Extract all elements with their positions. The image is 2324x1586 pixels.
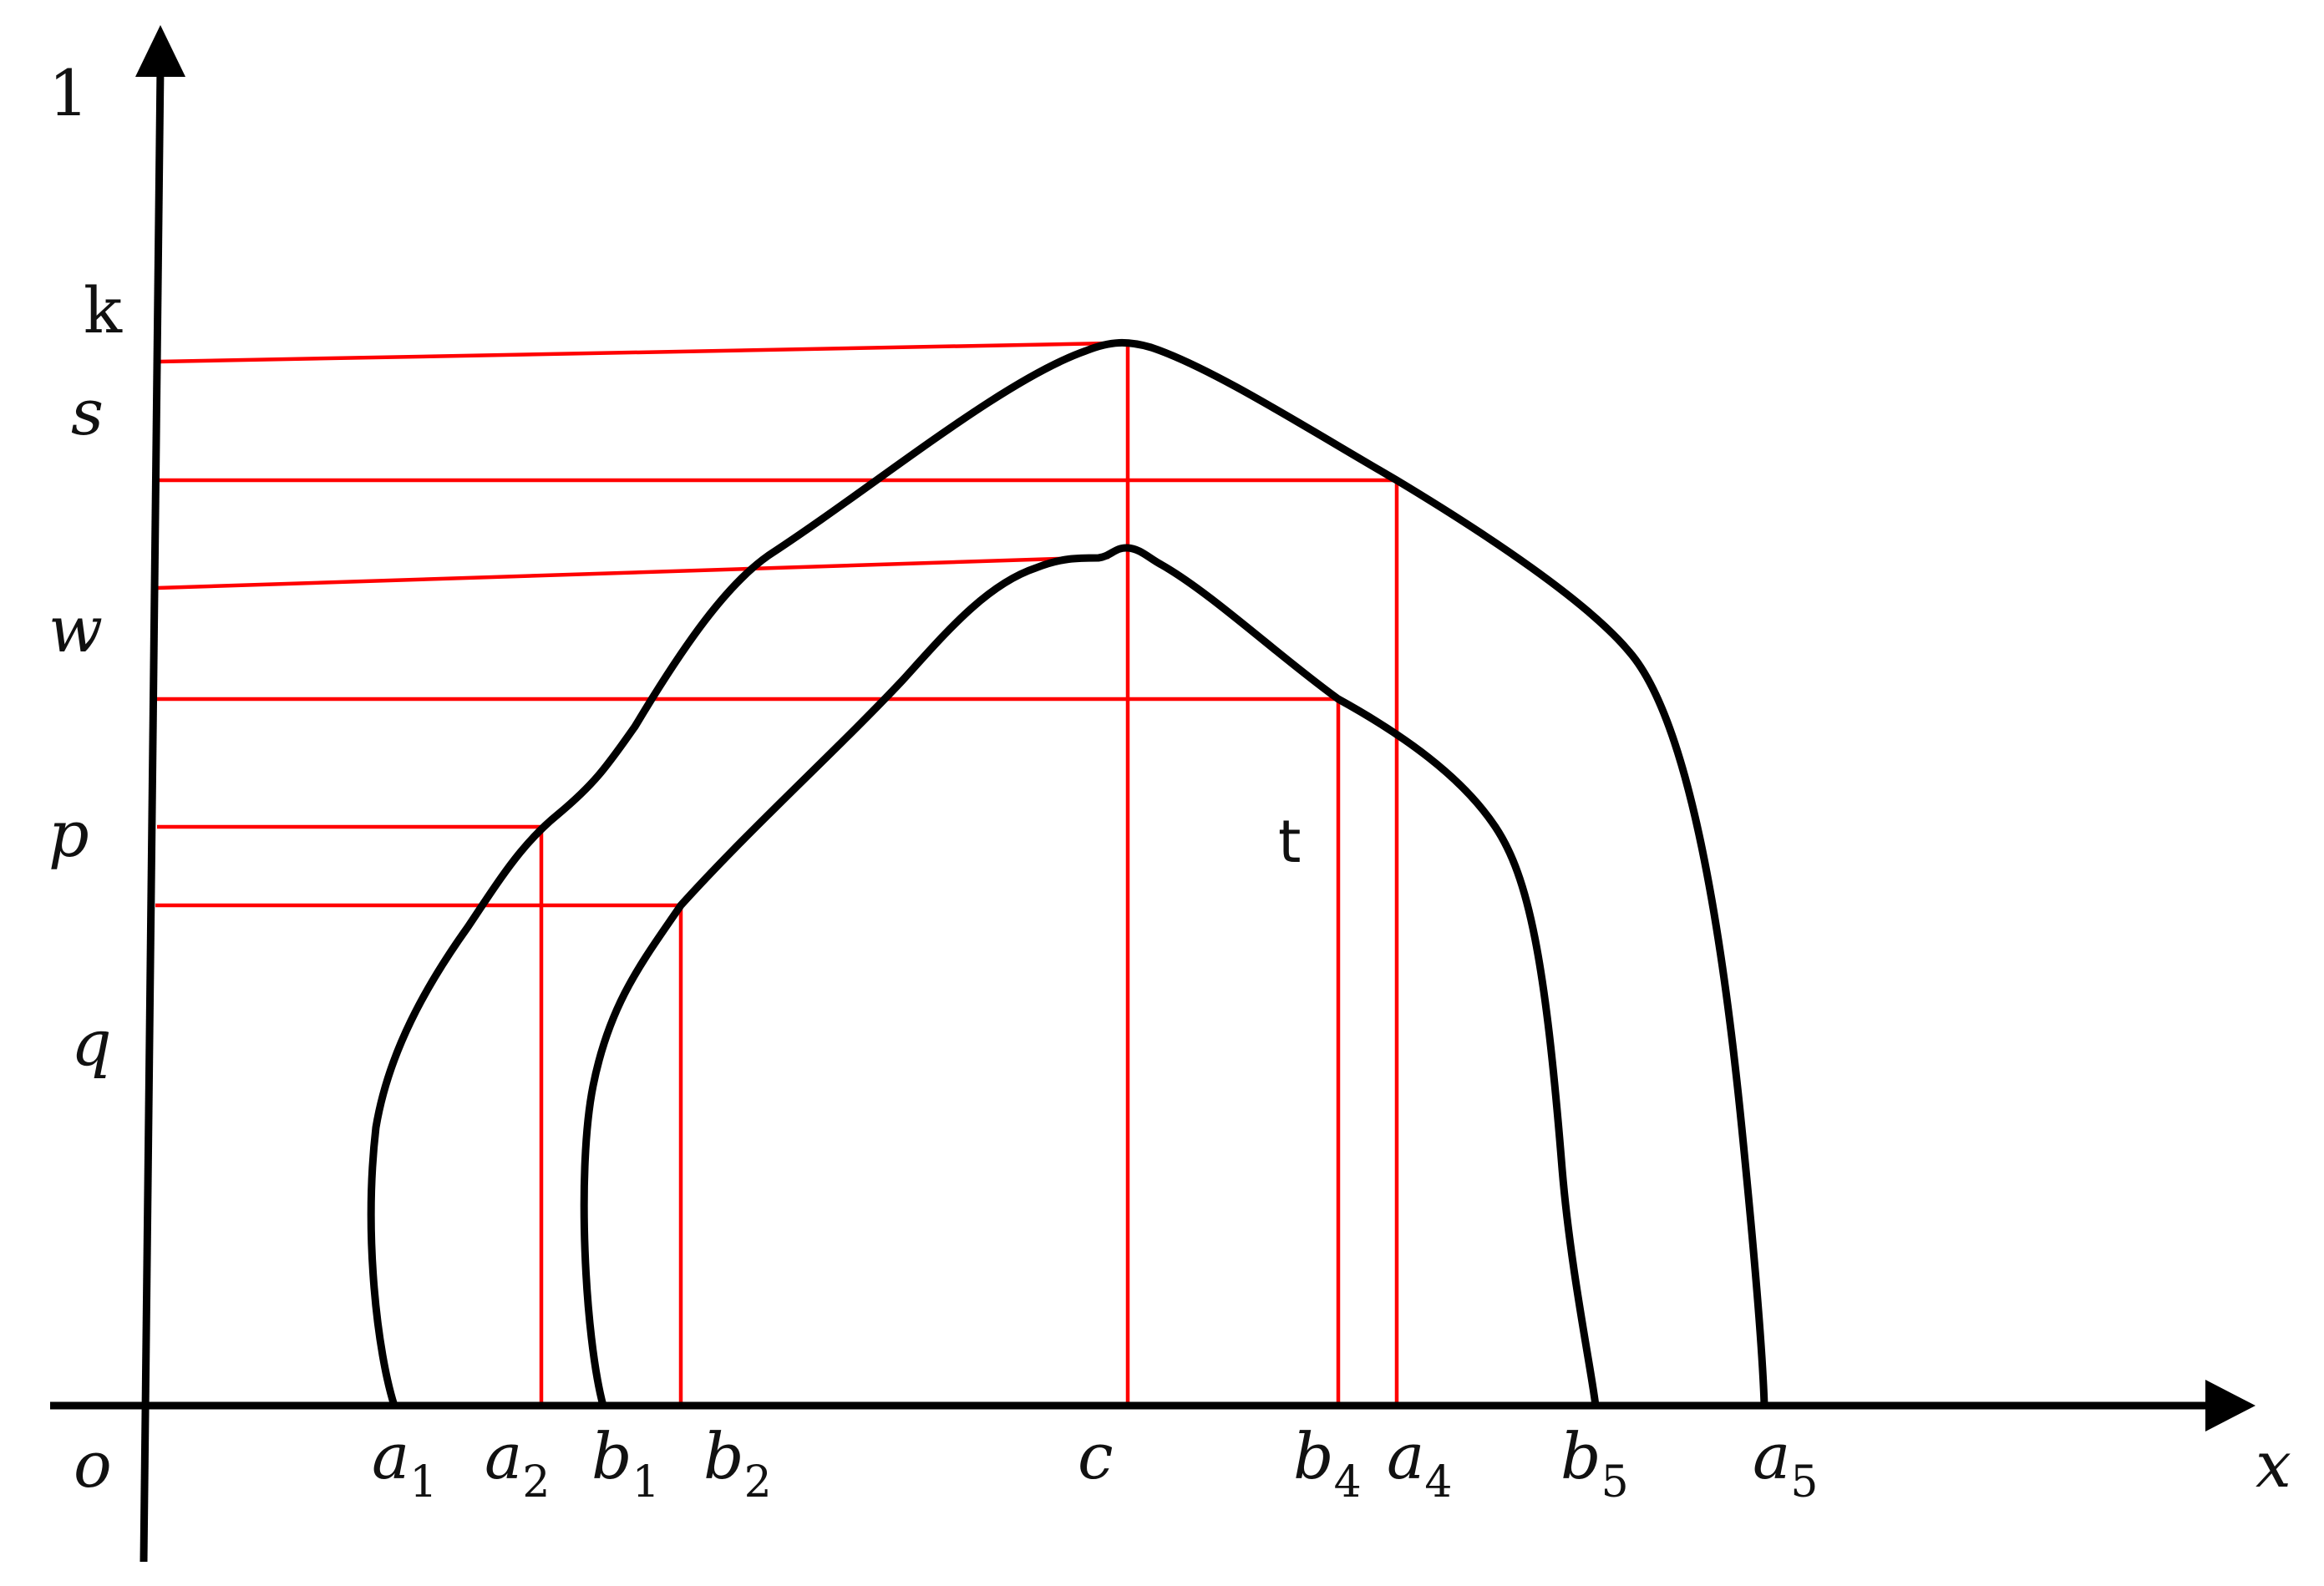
- x-label-a2: a2: [485, 1419, 550, 1507]
- x-label-a5: a5: [1753, 1419, 1818, 1507]
- x-label-c: c: [1078, 1419, 1114, 1493]
- y-label-p: p: [48, 797, 89, 871]
- y-label-q: q: [71, 1006, 112, 1080]
- annotation-t: t: [1278, 808, 1301, 876]
- guide-w-horizontal: [156, 555, 1110, 590]
- x-axis-arrowhead: [2205, 1380, 2255, 1431]
- y-label-k: k: [84, 273, 123, 347]
- x-label-a4: a4: [1387, 1419, 1452, 1507]
- inner-membership-curve: [580, 544, 1600, 1410]
- x-label-b1: b1: [591, 1419, 660, 1507]
- origin-label: o: [74, 1427, 112, 1502]
- y-label-w: w: [48, 592, 103, 666]
- x-label-b4: b4: [1293, 1419, 1362, 1507]
- outer-membership-curve: [367, 338, 1768, 1410]
- y-axis-arrowhead: [135, 25, 185, 77]
- x-label-b2: b2: [703, 1419, 772, 1507]
- y-axis-top-label: 1: [48, 56, 89, 130]
- x-label-b5: b5: [1560, 1419, 1629, 1507]
- x-axis-label: x: [2255, 1427, 2291, 1502]
- y-axis: [140, 66, 165, 1563]
- y-label-s: s: [71, 375, 104, 449]
- x-label-a1: a1: [372, 1419, 437, 1507]
- guide-k-horizontal: [158, 341, 1110, 364]
